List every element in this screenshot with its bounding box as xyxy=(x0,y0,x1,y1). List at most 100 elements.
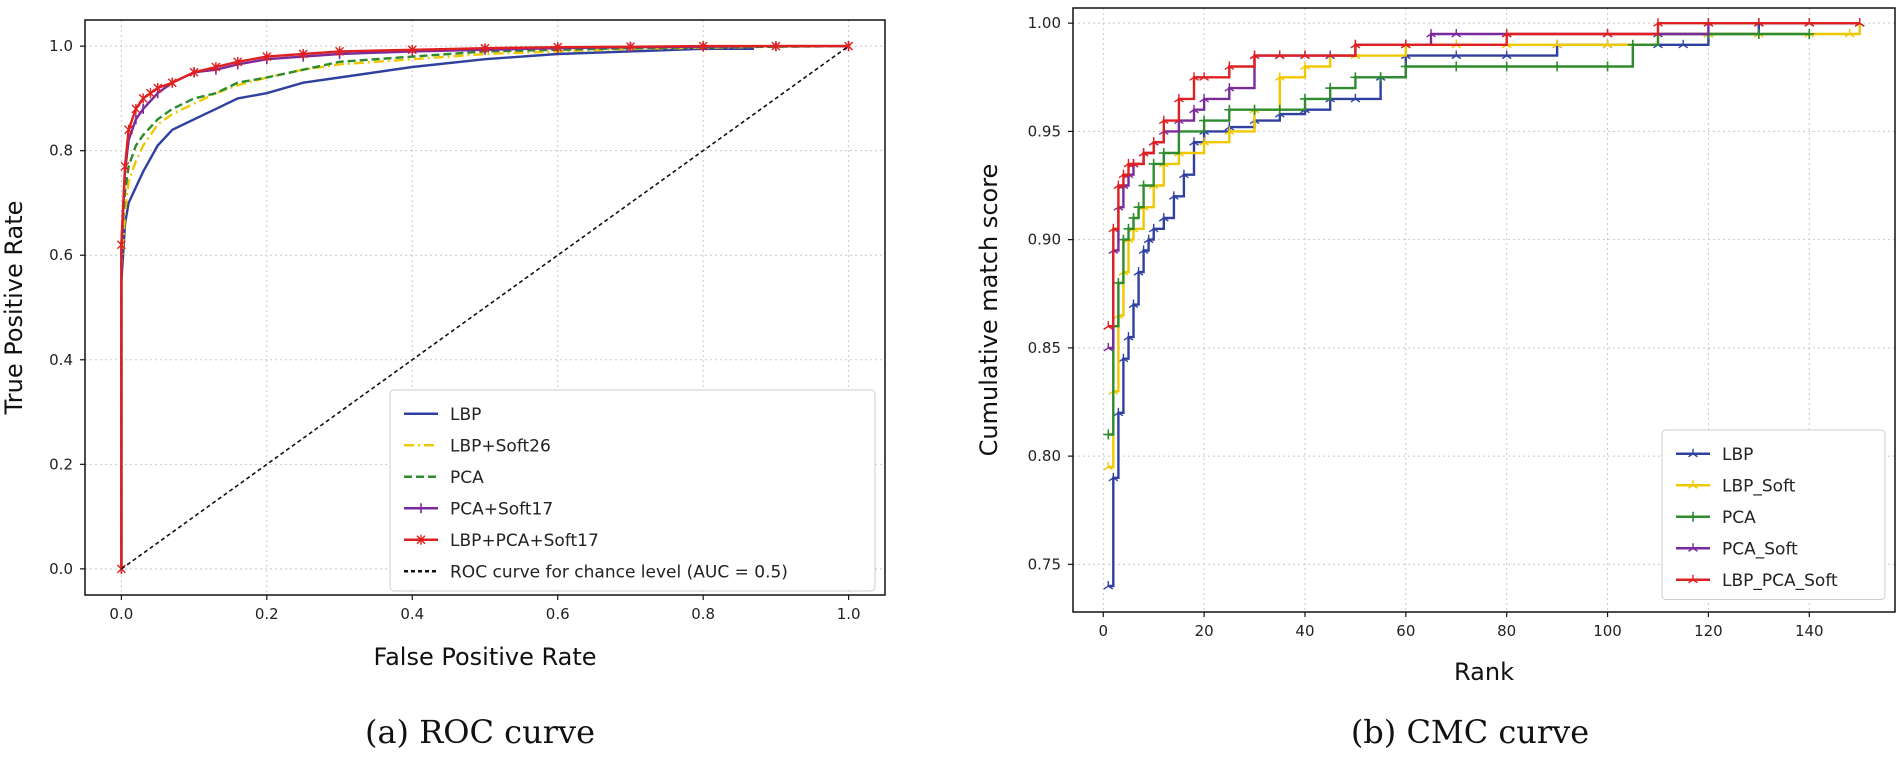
cmc-series-0-point-5-b xyxy=(1128,304,1134,309)
roc-chart: 0.0 0.2 0.4 0.6 0.8 1.0 0.0 0.2 0.4 0.6 0.8 1.0 Fals… xyxy=(0,19,886,671)
cmc-series-0-point-15-c xyxy=(1228,126,1235,131)
cmc-xtick-label-0: 0 xyxy=(1098,622,1108,640)
cmc-series-0-point-2 xyxy=(1113,407,1124,417)
cmc-series-0-point-24-c xyxy=(1506,55,1512,60)
cmc-series-1-point-10-b xyxy=(1199,141,1205,146)
cmc-series-0-point-4 xyxy=(1123,332,1134,341)
cmc-series-2-point-3 xyxy=(1118,234,1129,245)
cmc-xtick-label-5: 100 xyxy=(1593,622,1622,640)
cmc-series-0-point-12 xyxy=(1179,169,1189,179)
cmc-series-1-point-26-c xyxy=(1849,33,1855,38)
cmc-series-4-point-0-b xyxy=(1103,325,1109,330)
cmc-series-4-point-1-c xyxy=(1112,228,1119,233)
cmc-series-0-point-13-b xyxy=(1189,141,1195,146)
cmc-series-0-point-7 xyxy=(1138,245,1149,255)
cmc-series-2-point-21 xyxy=(1501,61,1512,72)
roc-ytick-label-2: 0.4 xyxy=(49,351,73,369)
cmc-legend-marker-1 xyxy=(1688,480,1698,489)
cmc-ytick-label-1: 0.80 xyxy=(1028,447,1061,465)
cmc-series-0-point-9 xyxy=(1148,223,1159,233)
cmc-series-4-point-14-b xyxy=(1274,55,1281,60)
cmc-series-3-point-12 xyxy=(1224,83,1235,92)
cmc-series-0-point-10-b xyxy=(1158,217,1165,222)
cmc-series-2-point-8 xyxy=(1148,158,1159,169)
cmc-series-0-point-11-b xyxy=(1168,195,1175,200)
cmc-series-4-point-15-b xyxy=(1300,55,1306,60)
roc-xtick-label-1: 0.2 xyxy=(255,605,279,623)
cmc-xtick-label-7: 140 xyxy=(1795,622,1824,640)
cmc-series-4-point-18-b xyxy=(1501,33,1508,38)
cmc-series-0-point-8-b xyxy=(1143,239,1150,244)
cmc-series-0-point-6-c xyxy=(1138,271,1144,276)
cmc-series-4-point-19-b xyxy=(1602,33,1608,38)
cmc-series-4-point-23-c xyxy=(1808,22,1815,27)
cmc-series-4-point-7-b xyxy=(1148,141,1155,146)
cmc-series-4-point-11-b xyxy=(1199,76,1205,81)
cmc-series-1-point-11 xyxy=(1224,126,1235,135)
cmc-series-4-point-14 xyxy=(1274,50,1285,60)
roc-xtick-label-2: 0.4 xyxy=(400,605,424,623)
roc-series-4-point-9 xyxy=(189,67,199,78)
cmc-series-0-point-4-c xyxy=(1128,336,1134,341)
roc-series-4-point-7 xyxy=(153,82,163,93)
cmc-series-0-point-0-c xyxy=(1107,585,1114,590)
cmc-series-3-point-0-b xyxy=(1103,347,1109,352)
cmc-series-0-point-15 xyxy=(1224,122,1235,131)
cmc-legend-marker-4-c xyxy=(1692,579,1698,584)
cmc-ytick-label-4: 0.95 xyxy=(1028,122,1061,140)
cmc-series-1-point-13-b xyxy=(1274,76,1281,81)
cmc-series-0-point-15-b xyxy=(1224,126,1230,131)
cmc-series-0-point-1-b xyxy=(1108,477,1114,482)
cmc-series-4-point-9-c xyxy=(1178,98,1184,103)
cmc-series-4-point-16 xyxy=(1350,39,1361,49)
cmc-series-4-point-20-b xyxy=(1653,22,1659,27)
cmc-plot-frame xyxy=(1072,7,1896,613)
roc-series-4-point-10 xyxy=(211,62,221,73)
cmc-series-4-point-9 xyxy=(1174,93,1184,103)
roc-legend-entry-0: LBP xyxy=(450,405,481,425)
cmc-series-0-point-0 xyxy=(1103,581,1114,590)
cmc-series-1-point-0 xyxy=(1103,461,1114,471)
cmc-series-2-point-15 xyxy=(1299,93,1310,104)
cmc-series-3-point-19 xyxy=(1426,28,1436,38)
cmc-series-3-point-11-c xyxy=(1203,98,1210,103)
cmc-series-4-point-9-b xyxy=(1174,98,1180,103)
cmc-series-1-point-13-c xyxy=(1279,76,1285,81)
cmc-series-1-point-13 xyxy=(1274,72,1285,81)
cmc-series-0-point-11 xyxy=(1168,191,1179,200)
roc-ytick-label-4: 0.8 xyxy=(49,142,73,160)
cmc-series-1-point-26-b xyxy=(1844,33,1851,38)
cmc-series-4-point-19 xyxy=(1602,28,1613,38)
roc-series-4-point-11 xyxy=(233,56,243,67)
cmc-series-4-point-13-c xyxy=(1254,55,1260,60)
cmc-legend-marker-2 xyxy=(1688,511,1698,522)
cmc-series-line-2 xyxy=(1108,32,1810,436)
roc-legend-entry-1: LBP+Soft26 xyxy=(450,436,551,456)
roc-ytick-label-3: 0.6 xyxy=(49,246,73,264)
cmc-series-3-point-20-c xyxy=(1455,33,1462,38)
cmc-series-2-point-17 xyxy=(1350,72,1361,83)
cmc-series-4-point-23-b xyxy=(1804,22,1810,27)
roc-series-4-point-14 xyxy=(335,46,345,57)
cmc-series-1-point-20-b xyxy=(1552,44,1558,49)
cmc-series-0-point-0-b xyxy=(1103,585,1109,590)
cmc-series-4-point-6 xyxy=(1138,148,1149,157)
cmc-legend-marker-0-c xyxy=(1692,453,1698,458)
cmc-series-4-point-11 xyxy=(1199,72,1210,81)
cmc-series-3-point-10-c xyxy=(1193,109,1199,114)
cmc-series-0-point-2-b xyxy=(1113,412,1119,417)
cmc-series-2-point-2 xyxy=(1113,277,1124,288)
cmc-series-0-point-9-b xyxy=(1148,228,1155,233)
roc-legend-entry-2: PCA xyxy=(450,468,484,488)
cmc-xtick-label-1: 20 xyxy=(1195,622,1214,640)
cmc-series-0-point-2-c xyxy=(1117,412,1124,417)
cmc-series-1-point-20-c xyxy=(1556,44,1563,49)
cmc-series-4-point-3 xyxy=(1118,169,1129,179)
cmc-series-0-point-20-c xyxy=(1355,98,1361,103)
cmc-series-2-point-20 xyxy=(1451,61,1462,72)
roc-legend-entry-4: LBP+PCA+Soft17 xyxy=(450,531,599,551)
cmc-series-4-point-8-c xyxy=(1163,119,1169,125)
roc-caption: (a) ROC curve xyxy=(365,713,595,751)
cmc-series-0-point-7-b xyxy=(1138,249,1144,255)
